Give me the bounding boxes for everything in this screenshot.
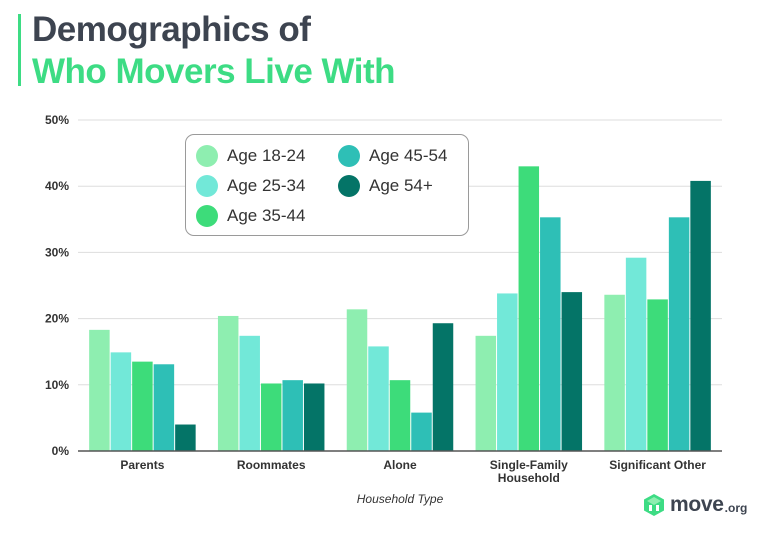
- y-tick-label: 0%: [52, 444, 70, 458]
- legend-item-age-54-plus: Age 54+: [338, 175, 433, 197]
- legend-swatch: [338, 175, 360, 197]
- bar: [260, 383, 282, 451]
- bar: [604, 294, 625, 451]
- brand-name: move: [670, 493, 724, 516]
- y-tick-label: 50%: [45, 113, 69, 127]
- legend-item-age-25-34: Age 25-34: [196, 175, 305, 197]
- y-tick-label: 30%: [45, 245, 69, 259]
- brand-logo: move .org: [642, 493, 747, 517]
- legend-item-age-45-54: Age 45-54: [338, 145, 447, 167]
- title-accent-bar: [18, 14, 21, 86]
- bar: [475, 335, 497, 451]
- bar: [647, 299, 668, 451]
- x-tick-label: Significant Other: [609, 458, 706, 472]
- bar: [540, 217, 561, 451]
- x-axis-title: Household Type: [357, 492, 444, 506]
- bar: [175, 424, 196, 451]
- legend-item-age-18-24: Age 18-24: [196, 145, 305, 167]
- bar: [282, 380, 303, 451]
- bar: [497, 293, 518, 451]
- chart-title-line2: Who Movers Live With: [32, 52, 396, 91]
- legend-label: Age 18-24: [227, 146, 306, 165]
- bar: [561, 292, 583, 451]
- legend-swatch: [338, 145, 360, 167]
- bar: [432, 323, 454, 451]
- x-tick-label: Parents: [120, 458, 164, 472]
- legend-label: Age 35-44: [227, 206, 306, 225]
- legend-swatch: [196, 145, 218, 167]
- bar: [368, 346, 389, 451]
- bar: [303, 383, 325, 451]
- bar: [217, 315, 239, 451]
- legend-swatch: [196, 205, 218, 227]
- legend-label: Age 25-34: [227, 176, 306, 195]
- bar: [132, 361, 153, 451]
- y-tick-label: 40%: [45, 179, 69, 193]
- bar: [346, 309, 368, 451]
- chart-legend: Age 18-24 Age 25-34 Age 35-44 Age 45-54 …: [185, 134, 469, 236]
- brand-suffix: .org: [724, 501, 748, 515]
- x-tick-label: Roommates: [237, 458, 306, 472]
- x-tick-label: Single-Family Household: [490, 458, 568, 485]
- bar: [153, 364, 175, 451]
- bar: [518, 166, 540, 451]
- move-logo-icon: [644, 494, 664, 516]
- y-tick-label: 20%: [45, 312, 69, 326]
- bar: [89, 329, 110, 451]
- bar: [411, 412, 432, 451]
- legend-label: Age 45-54: [369, 146, 448, 165]
- legend-swatch: [196, 175, 218, 197]
- y-tick-label: 10%: [45, 378, 69, 392]
- x-tick-label: Alone: [383, 458, 417, 472]
- bar: [690, 180, 711, 452]
- bar: [668, 217, 690, 451]
- legend-label: Age 54+: [369, 176, 433, 195]
- chart-title-line1: Demographics of: [32, 10, 311, 49]
- bar: [625, 257, 647, 451]
- bar: [389, 380, 411, 451]
- bar: [110, 352, 132, 451]
- legend-item-age-35-44: Age 35-44: [196, 205, 305, 227]
- bar: [239, 335, 260, 451]
